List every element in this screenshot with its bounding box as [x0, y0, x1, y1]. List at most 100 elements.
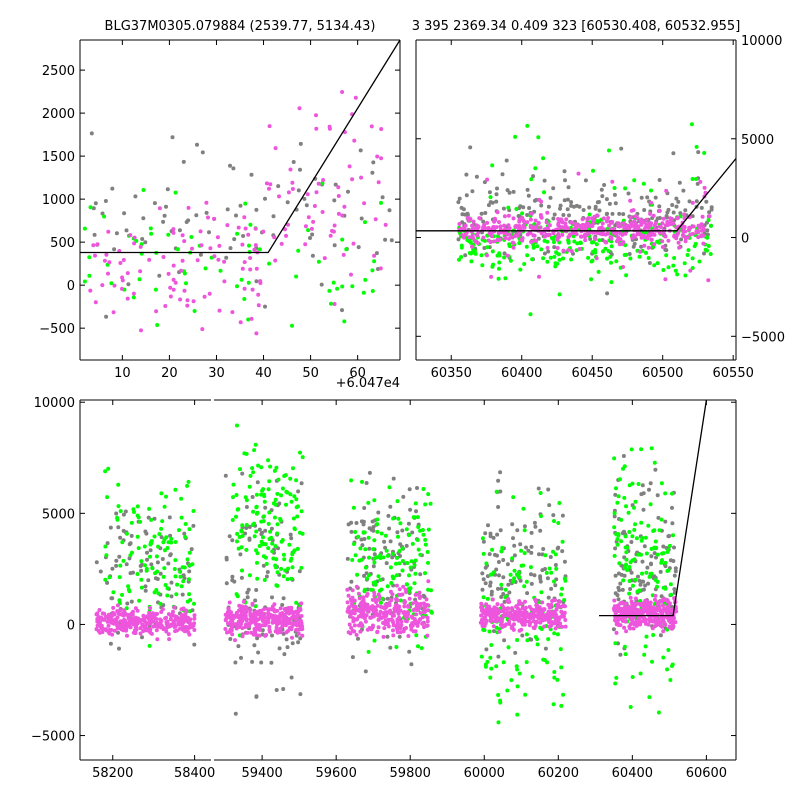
data-point — [374, 611, 379, 616]
data-point — [500, 624, 505, 629]
data-point — [494, 199, 499, 204]
data-point — [665, 599, 670, 604]
data-point — [499, 549, 504, 554]
data-point — [171, 227, 176, 232]
data-point — [372, 590, 377, 595]
data-point — [604, 197, 609, 202]
data-point — [186, 218, 191, 223]
top-right-x-tick-label: 60400 — [501, 366, 542, 381]
data-point — [411, 608, 416, 613]
data-point — [372, 560, 377, 565]
data-point — [128, 541, 133, 546]
data-point — [291, 550, 296, 554]
data-point — [488, 580, 493, 585]
data-point — [296, 640, 301, 645]
data-point — [513, 233, 518, 238]
data-point — [597, 200, 601, 204]
data-point — [310, 232, 315, 237]
data-point — [373, 217, 378, 222]
data-point — [624, 504, 628, 509]
data-point — [282, 474, 287, 478]
data-point — [115, 615, 120, 620]
data-point — [367, 626, 372, 630]
data-point — [661, 544, 666, 549]
data-point — [551, 513, 556, 518]
data-point — [168, 285, 173, 290]
data-point — [111, 612, 116, 617]
data-point — [653, 195, 658, 200]
data-point — [616, 571, 621, 576]
data-point — [529, 530, 534, 535]
data-point — [496, 720, 501, 725]
data-point — [169, 540, 174, 545]
data-point — [249, 316, 254, 321]
data-point — [260, 628, 265, 633]
data-point — [243, 226, 248, 231]
data-point — [229, 622, 233, 627]
data-point — [255, 510, 260, 515]
data-point — [612, 514, 617, 519]
data-point — [497, 573, 501, 578]
data-point — [516, 602, 521, 607]
data-point — [235, 531, 240, 536]
data-point — [355, 572, 360, 577]
data-point — [524, 244, 529, 249]
data-point — [506, 223, 511, 228]
data-point — [518, 226, 523, 231]
scatter-points-layer — [82, 90, 714, 725]
data-point — [224, 255, 229, 260]
data-point — [678, 211, 683, 216]
data-point — [363, 669, 368, 674]
data-point — [277, 646, 282, 651]
data-point — [109, 281, 114, 286]
data-point — [500, 172, 505, 177]
data-point — [241, 610, 246, 615]
data-point — [178, 618, 183, 623]
data-point — [630, 601, 635, 606]
data-point — [609, 236, 614, 241]
data-point — [677, 180, 682, 185]
data-point — [367, 573, 371, 578]
top-left-series-magenta — [88, 90, 388, 336]
data-point — [218, 268, 223, 273]
data-point — [583, 178, 588, 183]
data-point — [136, 515, 141, 520]
data-point — [636, 482, 641, 486]
data-point — [240, 266, 245, 271]
data-point — [263, 542, 268, 547]
data-point — [286, 606, 291, 610]
data-point — [246, 587, 251, 592]
data-point — [386, 513, 391, 518]
bottom-y-tick-label: 5000 — [42, 507, 75, 522]
data-point — [124, 562, 129, 567]
data-point — [284, 233, 288, 238]
data-point — [548, 255, 553, 260]
data-point — [104, 314, 109, 319]
data-point — [699, 205, 704, 210]
data-point — [285, 645, 290, 650]
data-point — [652, 545, 657, 550]
data-point — [643, 535, 648, 540]
data-point — [630, 534, 635, 539]
data-point — [362, 537, 367, 541]
data-point — [146, 578, 151, 583]
data-point — [349, 478, 354, 483]
data-point — [413, 501, 418, 506]
data-point — [333, 182, 338, 187]
data-point — [340, 308, 344, 313]
data-point — [153, 287, 158, 292]
data-point — [612, 598, 617, 603]
data-point — [305, 192, 310, 197]
data-point — [547, 223, 552, 228]
data-point — [208, 246, 213, 251]
data-point — [640, 559, 645, 564]
data-point — [107, 260, 112, 265]
data-point — [414, 612, 419, 617]
data-point — [661, 551, 666, 556]
data-point — [647, 261, 652, 265]
data-point — [663, 277, 668, 282]
data-point — [569, 220, 574, 225]
data-point — [212, 254, 217, 259]
data-point — [425, 623, 430, 628]
data-point — [387, 208, 392, 213]
